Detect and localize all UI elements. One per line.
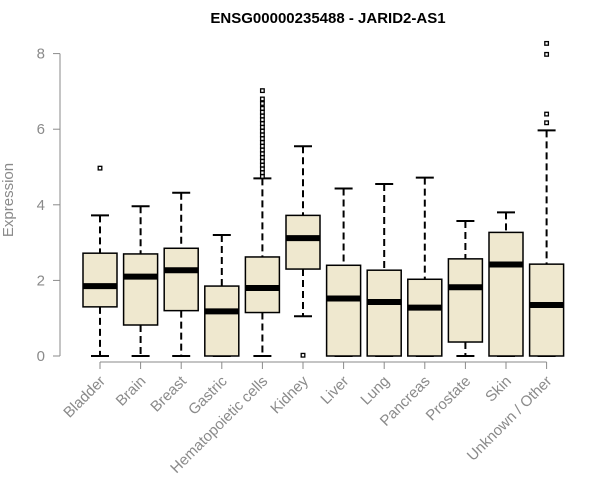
outlier-point [259, 88, 265, 94]
box-prostate [447, 220, 484, 357]
outlier-point [259, 139, 265, 145]
boxes-group [82, 40, 565, 358]
box-iqr [285, 214, 321, 270]
outlier-point [259, 158, 265, 164]
outlier-point [544, 120, 550, 126]
box-kidney [285, 145, 321, 358]
box-lung [366, 183, 402, 357]
outlier-point [544, 40, 550, 46]
outlier-point [259, 105, 265, 111]
box-iqr [528, 263, 565, 357]
outlier-point [259, 143, 265, 149]
box-brain [122, 205, 159, 357]
outlier-point [259, 124, 265, 130]
outlier-point [259, 166, 265, 172]
x-tick-label: Bladder [60, 373, 109, 422]
box-skin [488, 211, 524, 357]
outlier-point [259, 128, 265, 134]
outlier-point [259, 170, 265, 176]
x-tick-label: Liver [317, 373, 352, 408]
box-gastric [204, 234, 240, 357]
box-liver [325, 187, 362, 357]
x-tick-label: Breast [147, 372, 190, 415]
box-iqr [163, 247, 199, 312]
box-iqr [447, 258, 484, 343]
y-tick-label: 6 [37, 121, 45, 138]
outlier-point [259, 151, 265, 157]
box-iqr [488, 231, 524, 357]
chart-title: ENSG00000235488 - JARID2-AS1 [210, 10, 445, 27]
box-hematopoietic-cells [244, 88, 281, 357]
box-iqr [122, 253, 159, 326]
box-bladder [82, 165, 118, 357]
outlier-point [259, 96, 265, 102]
outlier-point [544, 51, 550, 57]
outlier-point [259, 155, 265, 160]
box-iqr [204, 285, 240, 357]
outlier-point [259, 173, 265, 179]
outlier-point [259, 113, 265, 119]
outlier-point [259, 147, 265, 153]
box-iqr [244, 256, 281, 314]
outlier-point [259, 121, 265, 126]
outlier-point [259, 117, 265, 123]
y-axis-label: Expression [0, 163, 17, 237]
outlier-point [259, 132, 265, 138]
outlier-point [97, 165, 103, 171]
box-breast [163, 191, 199, 357]
x-tick-label: Lung [357, 373, 393, 409]
outlier-point [259, 101, 265, 106]
outlier-point [300, 352, 306, 358]
y-tick-label: 2 [37, 272, 45, 289]
x-tick-label: Skin [482, 373, 515, 406]
box-iqr [325, 264, 362, 357]
x-tick-label: Prostate [423, 373, 475, 425]
outlier-point [259, 162, 265, 168]
y-tick-label: 8 [37, 46, 45, 63]
outlier-point [259, 136, 265, 142]
x-tick-label: Brain [113, 373, 150, 410]
outlier-point [544, 111, 550, 117]
y-tick-label: 0 [37, 348, 45, 365]
box-unknown-other [528, 40, 565, 357]
outlier-point [259, 109, 265, 115]
box-iqr [407, 278, 443, 357]
y-tick-label: 4 [37, 197, 45, 214]
box-iqr [366, 269, 402, 357]
y-axis: 0 2 4 6 8 [37, 46, 61, 365]
box-pancreas [407, 176, 443, 357]
box-iqr [82, 252, 118, 308]
x-tick-label: Kidney [267, 372, 312, 417]
